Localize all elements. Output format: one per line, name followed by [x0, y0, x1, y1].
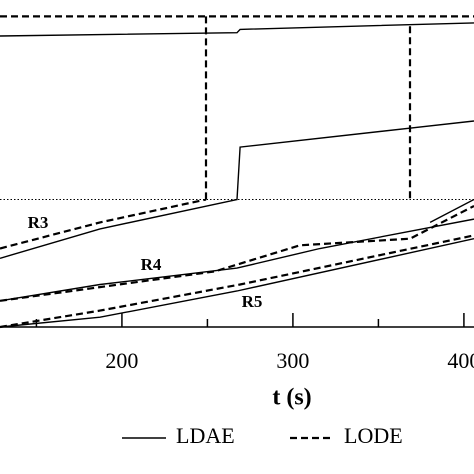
annotation: R4 [141, 255, 162, 274]
legend-label: LODE [344, 423, 403, 448]
x-tick-label: 400 [447, 348, 474, 373]
x-tick-label: 200 [105, 348, 138, 373]
legend-label: LDAE [176, 423, 235, 448]
annotation: R5 [242, 292, 263, 311]
x-tick-label: 300 [276, 348, 309, 373]
x-axis-label: t (s) [272, 385, 311, 411]
series-line [0, 22, 474, 328]
series-line [0, 15, 474, 329]
annotation: R3 [28, 213, 49, 232]
